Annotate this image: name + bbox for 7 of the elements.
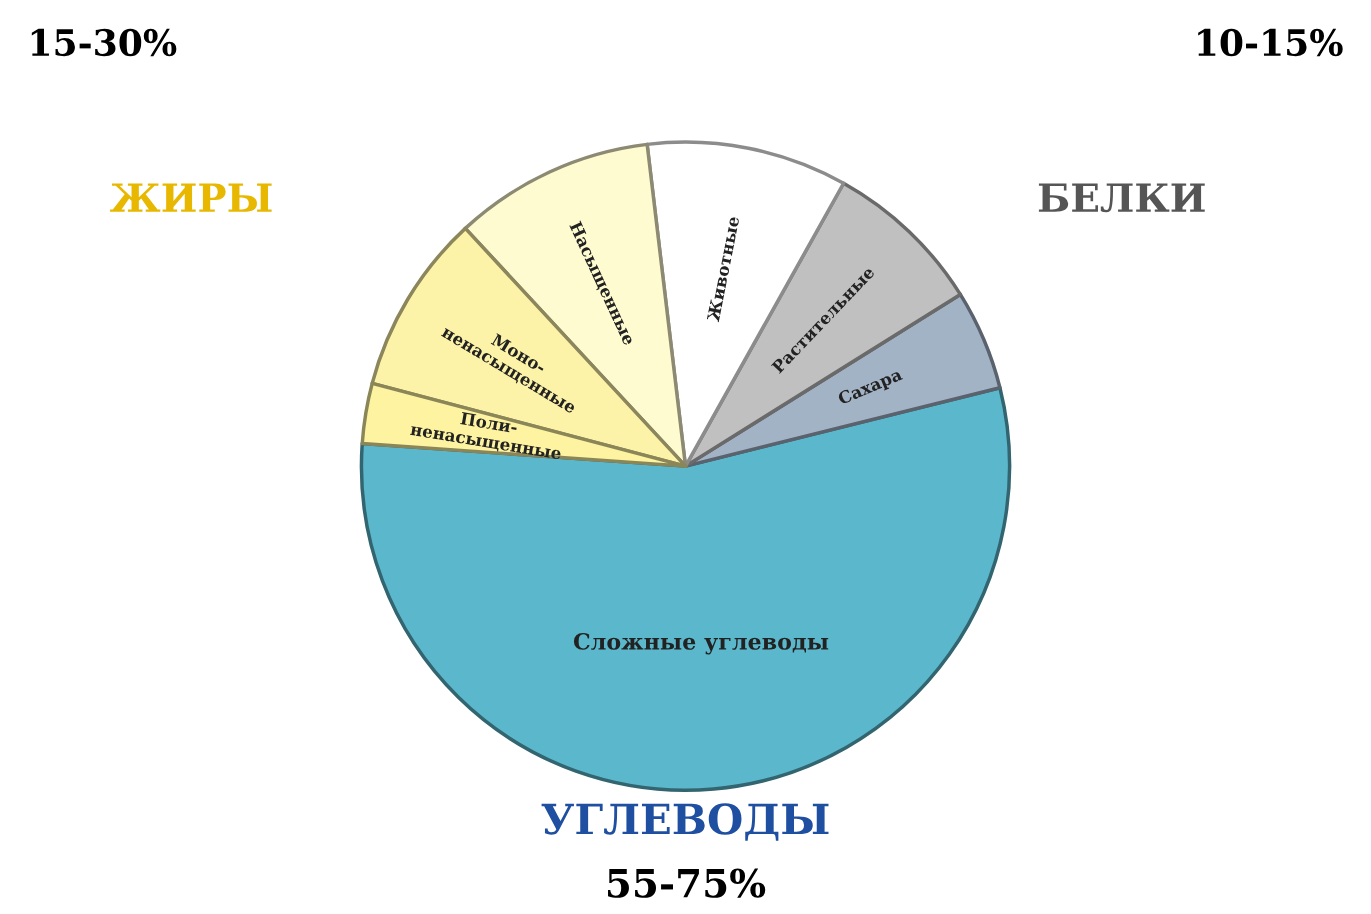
- text: 10-15%: [1198, 28, 1343, 57]
- text: 55-75%: [608, 868, 766, 898]
- text: БЕЛКИ: [1038, 183, 1205, 213]
- slice-label: Сложные углеводы: [573, 633, 829, 655]
- text: УГЛЕВОДЫ: [541, 803, 829, 841]
- text: 15-30%: [31, 28, 177, 57]
- text: ЖИРЫ: [110, 183, 272, 212]
